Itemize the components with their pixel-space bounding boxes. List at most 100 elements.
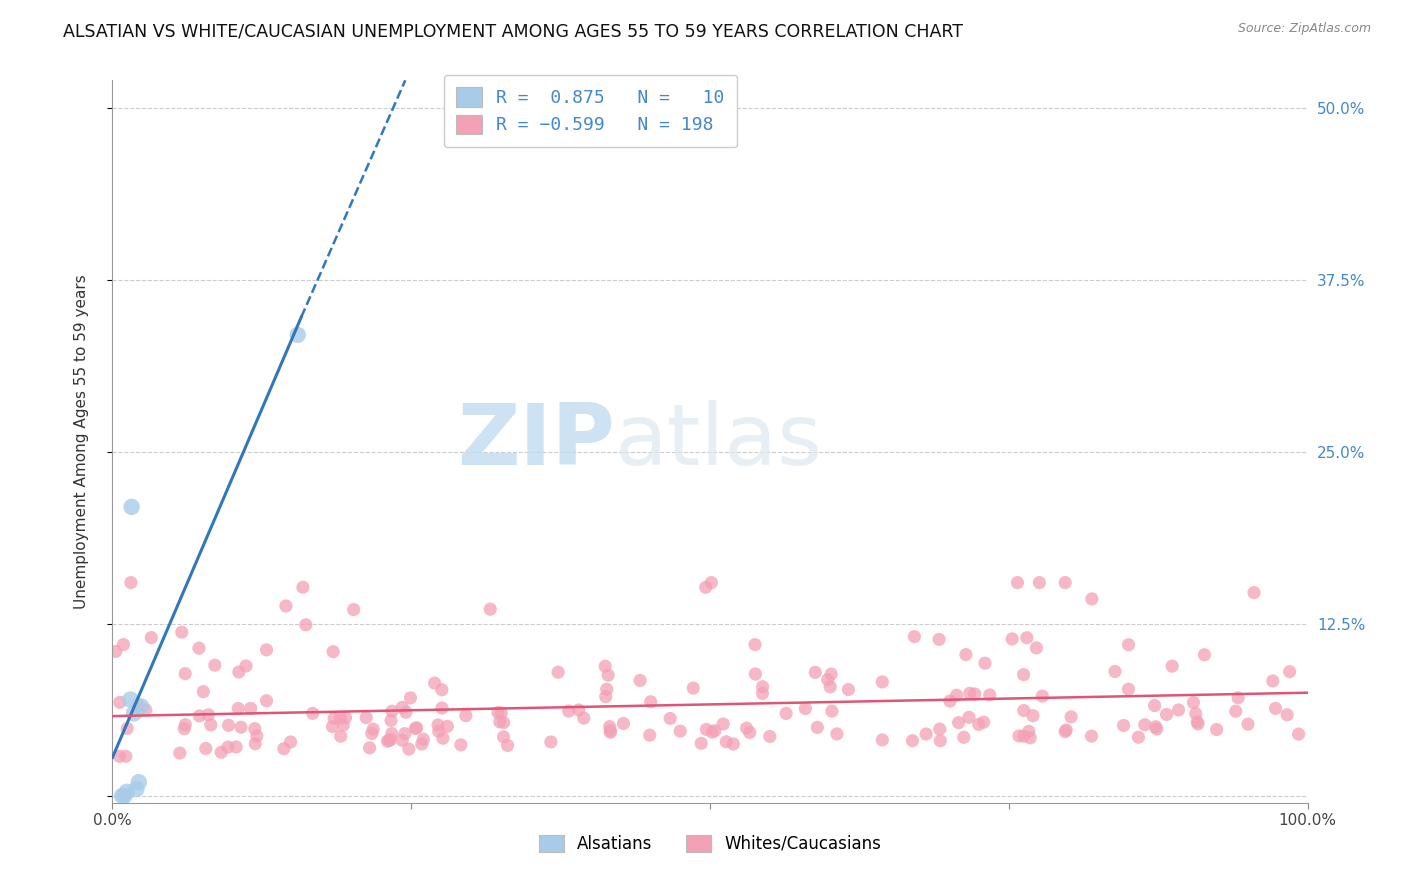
Point <box>817 673 839 687</box>
Point <box>430 701 453 715</box>
Text: Source: ZipAtlas.com: Source: ZipAtlas.com <box>1237 22 1371 36</box>
Point <box>329 729 352 743</box>
Point <box>450 738 472 752</box>
Point <box>323 711 346 725</box>
Point <box>432 731 454 746</box>
Point <box>135 703 157 717</box>
Point <box>391 700 413 714</box>
Point <box>188 709 211 723</box>
Point <box>291 580 314 594</box>
Point <box>945 688 967 702</box>
Point <box>391 733 413 747</box>
Point <box>915 727 938 741</box>
Point <box>1018 724 1040 739</box>
Point <box>540 735 562 749</box>
Point <box>226 701 249 715</box>
Point <box>405 721 427 735</box>
Point <box>929 733 952 747</box>
Point <box>122 706 145 721</box>
Point <box>716 735 738 749</box>
Point <box>127 698 149 712</box>
Point <box>1054 724 1077 739</box>
Point <box>1081 591 1104 606</box>
Point <box>104 644 127 658</box>
Point <box>436 719 458 733</box>
Point <box>957 710 980 724</box>
Point <box>395 705 418 719</box>
Point <box>335 711 357 725</box>
Point <box>1237 717 1260 731</box>
Text: ZIP: ZIP <box>457 400 614 483</box>
Point <box>738 725 761 739</box>
Point <box>321 720 343 734</box>
Point <box>1031 689 1053 703</box>
Point <box>246 729 269 743</box>
Point <box>427 724 450 739</box>
Point <box>273 741 295 756</box>
Point <box>744 667 766 681</box>
Point <box>1007 575 1029 590</box>
Point <box>454 708 477 723</box>
Point <box>398 742 420 756</box>
Point <box>1008 729 1031 743</box>
Point <box>953 731 976 745</box>
Point <box>711 717 734 731</box>
Point <box>928 632 950 647</box>
Point <box>256 694 278 708</box>
Point <box>128 775 150 789</box>
Point <box>492 730 515 744</box>
Point <box>547 665 569 680</box>
Legend: Alsatians, Whites/Caucasians: Alsatians, Whites/Caucasians <box>533 828 887 860</box>
Point <box>394 726 416 740</box>
Point <box>1225 704 1247 718</box>
Point <box>572 711 595 725</box>
Point <box>378 733 401 747</box>
Point <box>256 643 278 657</box>
Point <box>690 736 713 750</box>
Point <box>903 630 925 644</box>
Point <box>1080 729 1102 743</box>
Point <box>735 721 758 735</box>
Point <box>245 737 267 751</box>
Point <box>593 659 616 673</box>
Point <box>329 711 352 725</box>
Point <box>380 732 402 747</box>
Point <box>430 682 453 697</box>
Point <box>427 718 450 732</box>
Point <box>354 710 377 724</box>
Point <box>112 638 135 652</box>
Point <box>204 658 226 673</box>
Point <box>967 717 990 731</box>
Point <box>598 668 620 682</box>
Point <box>360 726 382 740</box>
Point <box>287 327 309 342</box>
Point <box>1054 575 1077 590</box>
Point <box>377 734 399 748</box>
Point <box>1227 690 1250 705</box>
Point <box>121 500 143 514</box>
Text: ALSATIAN VS WHITE/CAUCASIAN UNEMPLOYMENT AMONG AGES 55 TO 59 YEARS CORRELATION C: ALSATIAN VS WHITE/CAUCASIAN UNEMPLOYMENT… <box>63 22 963 40</box>
Point <box>174 717 197 731</box>
Point <box>955 648 977 662</box>
Point <box>194 741 217 756</box>
Point <box>1015 631 1038 645</box>
Point <box>200 718 222 732</box>
Point <box>759 730 782 744</box>
Point <box>695 580 717 594</box>
Point <box>301 706 323 721</box>
Point <box>1060 710 1083 724</box>
Point <box>1187 714 1209 729</box>
Point <box>700 725 723 739</box>
Point <box>595 690 617 704</box>
Point <box>775 706 797 721</box>
Point <box>928 722 950 736</box>
Point <box>948 715 970 730</box>
Point <box>114 789 135 803</box>
Point <box>723 737 745 751</box>
Point <box>1161 659 1184 673</box>
Point <box>197 707 219 722</box>
Point <box>1019 731 1042 745</box>
Point <box>599 723 621 738</box>
Point <box>235 659 257 673</box>
Point <box>380 714 402 728</box>
